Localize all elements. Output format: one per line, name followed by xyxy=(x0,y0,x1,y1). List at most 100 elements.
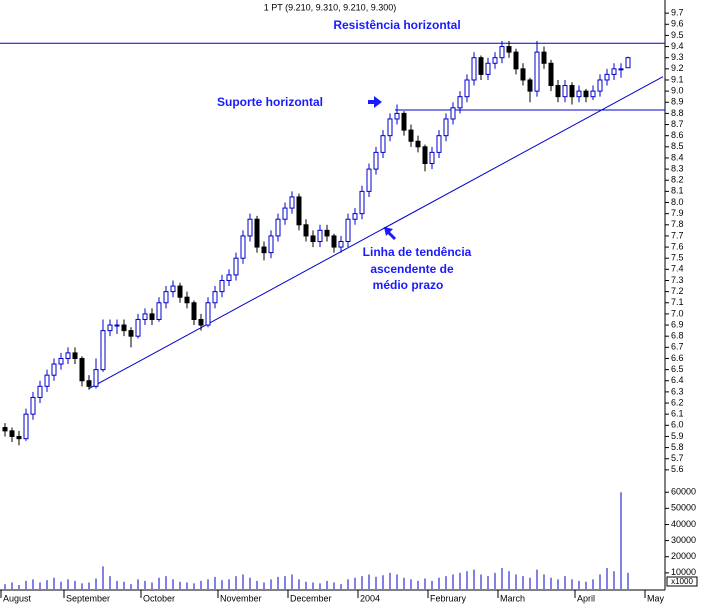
candle-body xyxy=(555,85,561,98)
candle-body xyxy=(289,196,295,209)
y2-tick-label: 30000 xyxy=(671,535,696,545)
candle-body xyxy=(198,318,204,326)
candle-body xyxy=(324,229,330,237)
candle-body xyxy=(611,68,617,75)
candle-body xyxy=(149,313,155,320)
candle-body xyxy=(450,107,456,120)
candle-body xyxy=(401,112,407,131)
candle-body xyxy=(506,46,512,53)
y-tick-label: 7.1 xyxy=(671,297,684,307)
y-tick-label: 6.0 xyxy=(671,420,684,430)
candle-body xyxy=(471,57,477,81)
y-tick-label: 6.2 xyxy=(671,397,684,407)
candle-body xyxy=(457,96,463,109)
y-tick-label: 5.8 xyxy=(671,442,684,452)
x-tick-label: August xyxy=(3,593,32,603)
y-tick-label: 7.2 xyxy=(671,286,684,296)
candle-body xyxy=(121,324,127,332)
candle-body xyxy=(107,324,113,332)
y-tick-label: 6.7 xyxy=(671,342,684,352)
candle-body xyxy=(128,330,134,337)
candle-body xyxy=(156,302,162,320)
candle-body xyxy=(345,218,351,243)
candle-body xyxy=(597,79,603,92)
candle-body xyxy=(219,279,225,293)
candle-body xyxy=(548,62,554,87)
candle-body xyxy=(338,241,344,248)
x-tick-label: November xyxy=(220,593,262,603)
y-tick-label: 8.1 xyxy=(671,186,684,196)
candle-body xyxy=(562,85,568,98)
candle-body xyxy=(576,90,582,98)
y-tick-label: 6.4 xyxy=(671,375,684,385)
y-tick-label: 8.6 xyxy=(671,130,684,140)
y-tick-label: 8.3 xyxy=(671,163,684,173)
candle-body xyxy=(51,363,57,376)
y-tick-label: 6.8 xyxy=(671,331,684,341)
candle-body xyxy=(310,235,316,243)
candle-body xyxy=(233,257,239,276)
y-tick-label: 9.1 xyxy=(671,74,684,84)
candle-body xyxy=(93,369,99,387)
candle-body xyxy=(366,168,372,192)
y-tick-label: 6.5 xyxy=(671,364,684,374)
x-tick-label: October xyxy=(143,593,175,603)
y-tick-label: 5.7 xyxy=(671,453,684,463)
y-tick-label: 8.5 xyxy=(671,141,684,151)
candle-body xyxy=(317,229,323,242)
candle-body xyxy=(261,246,267,254)
candle-body xyxy=(240,235,246,259)
support-arrow xyxy=(368,96,382,108)
y-tick-label: 8.0 xyxy=(671,197,684,207)
y-tick-label: 5.6 xyxy=(671,464,684,474)
candle-body xyxy=(191,302,197,320)
candle-body xyxy=(387,118,393,137)
x-tick-label: May xyxy=(647,593,665,603)
candle-body xyxy=(541,51,547,64)
candle-body xyxy=(604,73,610,81)
candle-body xyxy=(485,62,491,75)
x-tick-label: February xyxy=(430,593,467,603)
candle-body xyxy=(478,57,484,75)
y2-tick-label: 10000 xyxy=(671,567,696,577)
y-tick-label: 9.6 xyxy=(671,19,684,29)
y-tick-label: 9.5 xyxy=(671,30,684,40)
candle-body xyxy=(254,218,260,248)
candle-body xyxy=(9,430,15,437)
resistance-label: Resistência horizontal xyxy=(333,18,460,32)
candle-body xyxy=(58,357,64,365)
support-label: Suporte horizontal xyxy=(217,95,323,109)
volume-unit: x1000 xyxy=(671,577,693,586)
candle-body xyxy=(170,285,176,293)
y2-tick-label: 20000 xyxy=(671,551,696,561)
candle-body xyxy=(380,135,386,153)
candle-body xyxy=(142,313,148,320)
trend-label: Linha de tendência xyxy=(363,245,472,259)
candle-body xyxy=(492,57,498,64)
candle-body xyxy=(37,385,43,398)
y-tick-label: 7.9 xyxy=(671,208,684,218)
candle-body xyxy=(282,207,288,220)
candle-body xyxy=(499,46,505,59)
candle-body xyxy=(359,190,365,215)
y-tick-label: 5.9 xyxy=(671,431,684,441)
candle-body xyxy=(569,85,575,98)
x-tick-label: December xyxy=(290,593,332,603)
y-tick-label: 8.8 xyxy=(671,108,684,118)
y-tick-label: 7.3 xyxy=(671,275,684,285)
candle-body xyxy=(436,135,442,153)
candle-body xyxy=(527,79,533,92)
candle-body xyxy=(429,151,435,165)
candle-body xyxy=(23,413,29,440)
chart-title: 1 PT (9.210, 9.310, 9.210, 9.300) xyxy=(264,2,396,12)
candle-body xyxy=(205,302,211,326)
candle-body xyxy=(100,330,106,371)
candle-body xyxy=(44,374,50,387)
candle-body xyxy=(16,435,22,440)
unit-box xyxy=(666,576,698,587)
candle-body xyxy=(513,51,519,70)
y-tick-label: 9.4 xyxy=(671,41,684,51)
y-tick-label: 7.4 xyxy=(671,264,684,274)
candle-body xyxy=(275,218,281,237)
